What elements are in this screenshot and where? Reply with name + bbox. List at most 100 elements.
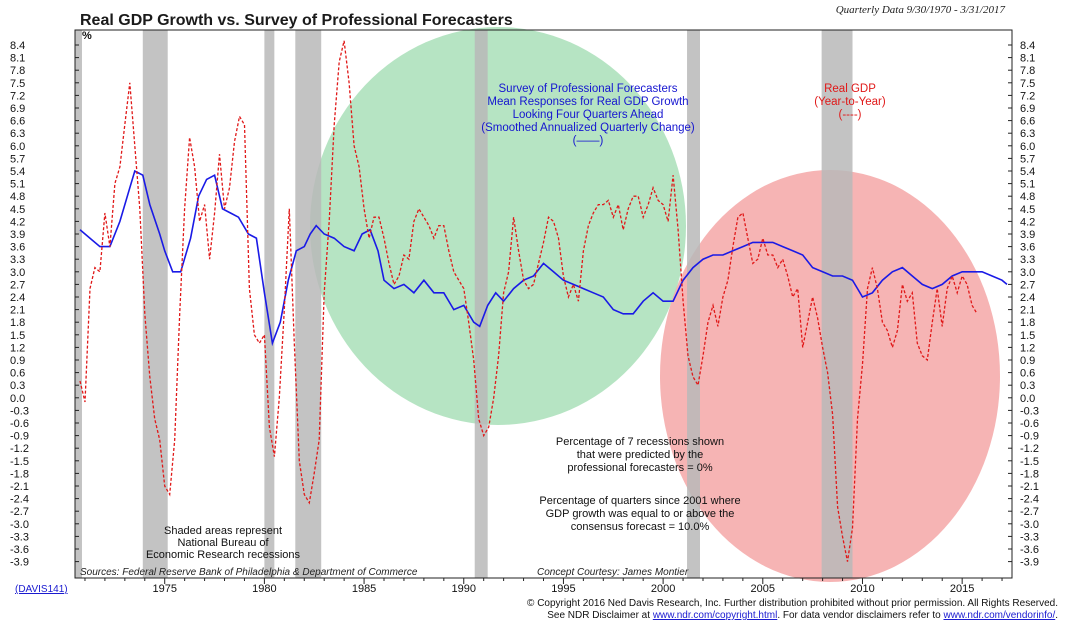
y-tick-label: 6.6 — [10, 116, 25, 128]
y-tick-label: 1.5 — [10, 330, 25, 342]
y-tick-label: 1.5 — [1020, 330, 1035, 342]
disclaimer-text: See NDR Disclaimer at www.ndr.com/copyri… — [547, 610, 1058, 620]
y-tick-label: 5.4 — [1020, 166, 1035, 178]
y-tick-label: 8.4 — [1020, 40, 1035, 52]
y-tick-label: 6.6 — [1020, 116, 1035, 128]
y-tick-label: -2.1 — [10, 481, 29, 493]
spf-label-line: Looking Four Quarters Ahead — [513, 109, 664, 121]
y-tick-label: 7.2 — [1020, 90, 1035, 102]
x-tick-label: 2000 — [651, 583, 675, 595]
spf-forecast-line — [79, 169, 1008, 347]
y-tick-label: -1.8 — [10, 468, 29, 480]
y-tick-label: 1.2 — [1020, 342, 1035, 354]
disclaimer-mid: . For data vendor disclaimers refer to — [777, 610, 943, 620]
y-tick-label: 3.0 — [10, 267, 25, 279]
shaded-note-line: Economic Research recessions — [146, 549, 301, 561]
y-tick-label: -0.3 — [1020, 405, 1039, 417]
copyright-text: © Copyright 2016 Ned Davis Research, Inc… — [527, 598, 1058, 609]
y-tick-label: -2.4 — [1020, 494, 1039, 506]
y-tick-label: -3.3 — [1020, 531, 1039, 543]
y-tick-label: -3.6 — [10, 544, 29, 556]
recession-bar — [295, 30, 322, 578]
shaded-note-line: National Bureau of — [177, 537, 269, 549]
spf-label: Survey of Professional Forecasters Mean … — [481, 83, 695, 147]
recessions-note-line: Percentage of 7 recessions shown — [556, 436, 724, 448]
recession-bar — [687, 30, 700, 578]
y-tick-label: 7.8 — [10, 65, 25, 77]
x-tick-label: 2005 — [751, 583, 775, 595]
y-tick-label: -3.9 — [10, 557, 29, 569]
y-tick-label: -0.9 — [1020, 431, 1039, 443]
y-tick-label: 6.3 — [1020, 128, 1035, 140]
disclaimer-suffix: . — [1055, 610, 1058, 620]
quarters-note-line: consensus forecast = 10.0% — [571, 521, 710, 533]
y-axis-unit: % — [82, 30, 92, 42]
y-tick-label: 8.4 — [10, 40, 25, 52]
y-tick-label: -2.1 — [1020, 481, 1039, 493]
y-tick-label: 1.2 — [10, 342, 25, 354]
shaded-areas-note: Shaded areas represent National Bureau o… — [146, 525, 301, 561]
y-tick-label: -0.9 — [10, 431, 29, 443]
recession-bar — [75, 30, 82, 578]
y-tick-label: 3.9 — [1020, 229, 1035, 241]
sources-note: Sources: Federal Reserve Bank of Philade… — [80, 567, 418, 578]
y-tick-label: 5.1 — [1020, 179, 1035, 191]
y-tick-label: 0.3 — [1020, 380, 1035, 392]
gdp-label-line: Real GDP — [824, 83, 876, 95]
x-tick-label: 2010 — [850, 583, 874, 595]
vendor-info-link[interactable]: www.ndr.com/vendorinfo/ — [943, 610, 1056, 620]
recession-bar — [142, 30, 168, 578]
y-tick-label: 5.7 — [10, 153, 25, 165]
y-tick-label: 4.8 — [10, 191, 25, 203]
copyright-link[interactable]: www.ndr.com/copyright.html — [652, 610, 778, 620]
y-tick-label: 3.3 — [1020, 254, 1035, 266]
y-tick-label: 8.1 — [10, 53, 25, 65]
disclaimer-prefix: See NDR Disclaimer at — [547, 610, 653, 620]
y-tick-label: 6.0 — [1020, 141, 1035, 153]
x-tick-label: 1990 — [452, 583, 476, 595]
shaded-note-line: Shaded areas represent — [164, 525, 282, 537]
green-highlight-ellipse — [310, 27, 686, 425]
y-tick-label: 8.1 — [1020, 53, 1035, 65]
courtesy-note: Concept Courtesy: James Montier — [537, 567, 689, 578]
y-tick-label: 0.9 — [1020, 355, 1035, 367]
y-tick-label: -3.6 — [1020, 544, 1039, 556]
y-tick-label: 4.2 — [10, 216, 25, 228]
y-tick-label: 5.4 — [10, 166, 25, 178]
y-tick-label: -1.8 — [1020, 468, 1039, 480]
gdp-legend-key: (----) — [839, 109, 862, 121]
y-tick-label: 1.8 — [10, 317, 25, 329]
y-tick-label: 6.9 — [10, 103, 25, 115]
y-tick-label: 3.0 — [1020, 267, 1035, 279]
y-tick-label: 2.7 — [1020, 279, 1035, 291]
x-tick-label: 1985 — [352, 583, 376, 595]
quarters-note-line: GDP growth was equal to or above the — [546, 508, 735, 520]
y-tick-label: 5.7 — [1020, 153, 1035, 165]
y-tick-label: -1.5 — [1020, 456, 1039, 468]
y-tick-label: -2.4 — [10, 494, 29, 506]
recession-bar — [474, 30, 488, 578]
y-tick-label: -3.3 — [10, 531, 29, 543]
report-code-link[interactable]: (DAVIS141) — [15, 584, 68, 595]
spf-label-line: Mean Responses for Real GDP Growth — [487, 96, 688, 108]
y-tick-label: -3.0 — [1020, 519, 1039, 531]
y-tick-label: 4.5 — [10, 204, 25, 216]
y-tick-label: -0.3 — [10, 405, 29, 417]
x-tick-label: 1980 — [252, 583, 276, 595]
y-tick-label: 2.1 — [10, 305, 25, 317]
y-tick-label: 7.5 — [10, 78, 25, 90]
y-tick-label: 7.8 — [1020, 65, 1035, 77]
spf-label-line: (Smoothed Annualized Quarterly Change) — [481, 122, 695, 134]
y-tick-label: 7.5 — [1020, 78, 1035, 90]
y-tick-label: -1.2 — [10, 443, 29, 455]
y-tick-label: -1.5 — [10, 456, 29, 468]
y-tick-label: 1.8 — [1020, 317, 1035, 329]
recession-bar — [264, 30, 275, 578]
spf-label-line: Survey of Professional Forecasters — [499, 83, 678, 95]
y-tick-label: 2.1 — [1020, 305, 1035, 317]
y-axis-left: 8.48.17.87.57.26.96.66.36.05.75.45.14.84… — [10, 40, 79, 569]
spf-legend-key: (——) — [573, 135, 604, 147]
y-tick-label: -0.6 — [10, 418, 29, 430]
x-axis: 1975 1980 1985 1990 1995 2000 2005 2010 2015 — [84, 578, 1003, 595]
